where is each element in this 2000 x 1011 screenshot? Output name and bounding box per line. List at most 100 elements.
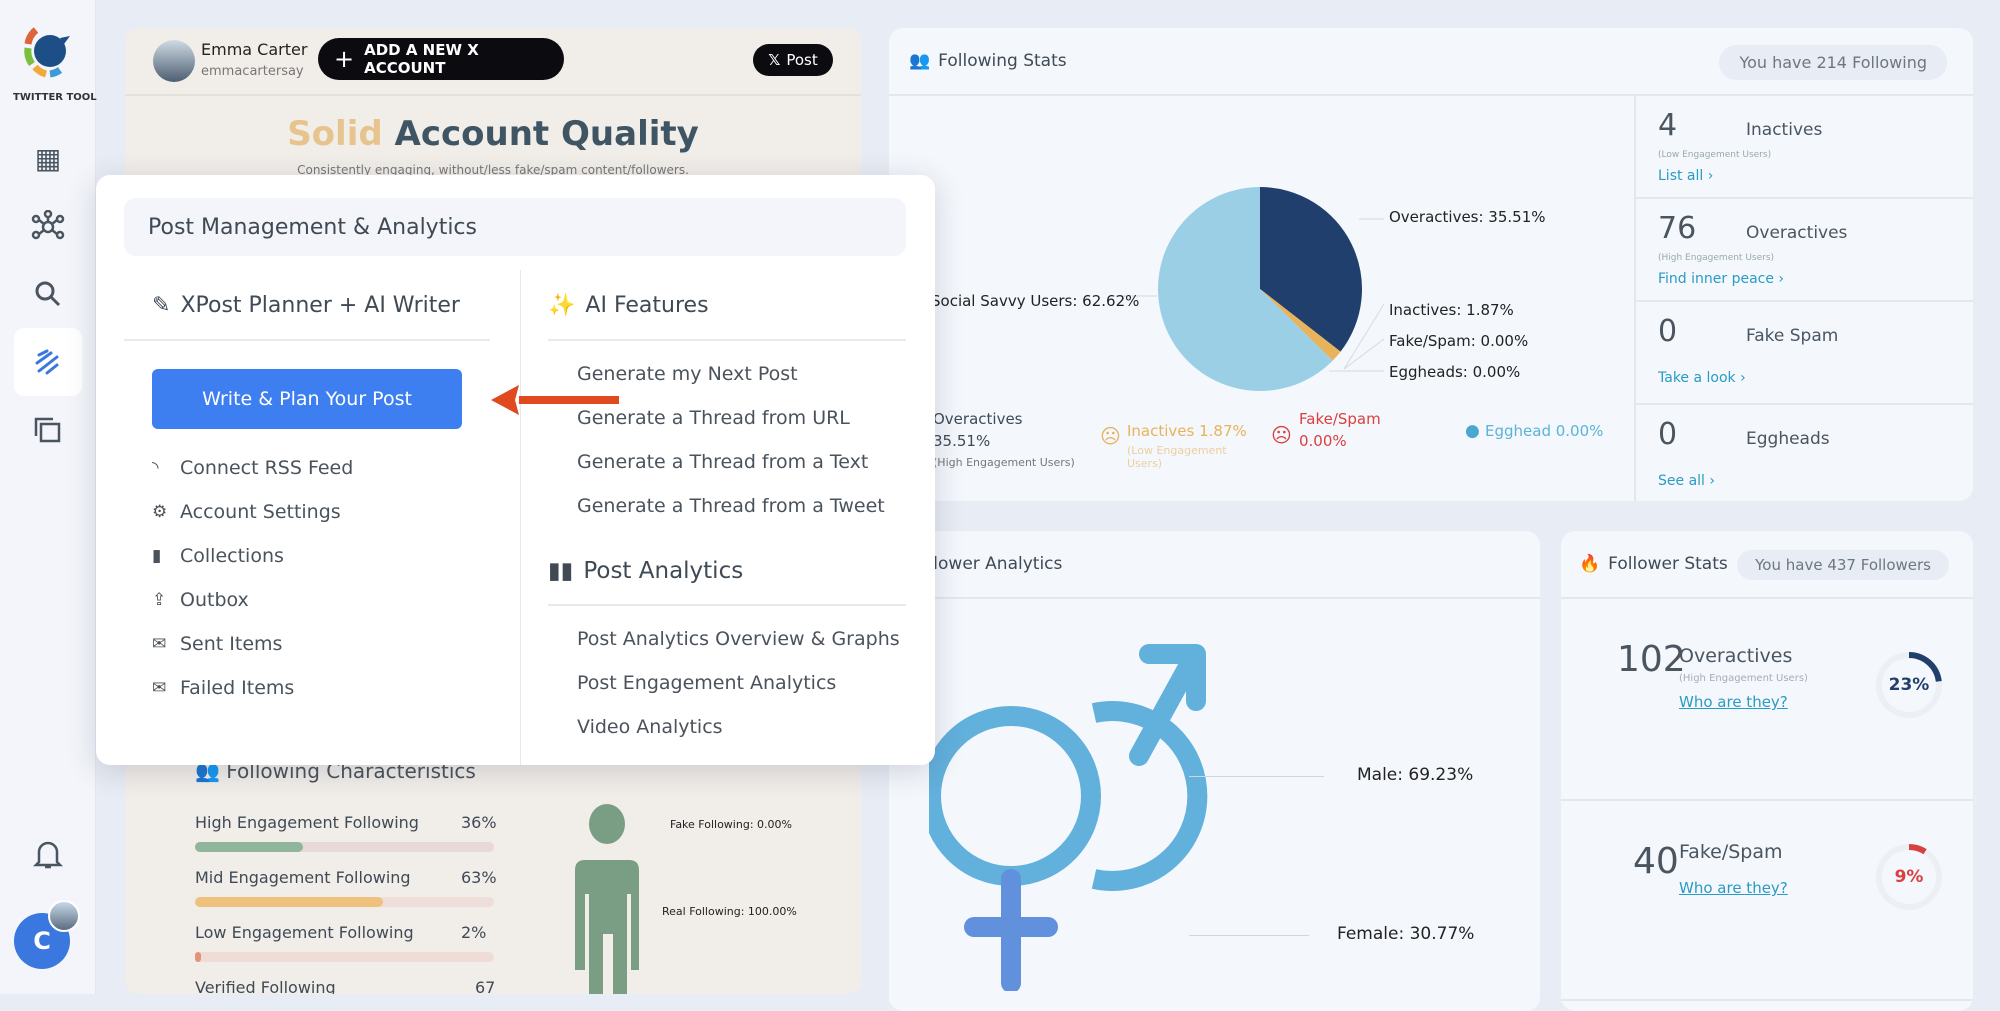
ai-feature-item[interactable]: Generate a Thread from URL <box>577 407 850 429</box>
bar-track <box>195 952 494 962</box>
following-stats-header: 👥 Following Stats <box>889 28 1973 96</box>
bar-fill-2 <box>195 952 201 962</box>
plus-icon: + <box>334 45 355 73</box>
pie-slice-social-savvy-users <box>1158 187 1333 391</box>
person-figure <box>575 804 639 994</box>
rss-icon: ◝ <box>152 458 159 478</box>
search-icon <box>35 281 61 307</box>
stat-label: Inactives <box>1746 120 1823 140</box>
quality-subtitle: Consistently engaging, without/less fake… <box>297 163 689 177</box>
menu-item-connect-rss-feed[interactable]: ◝ Connect RSS Feed <box>152 457 354 479</box>
outbox-icon: ⇪ <box>152 590 167 610</box>
stat-label: Fake Spam <box>1746 326 1839 346</box>
bell-icon <box>33 841 63 869</box>
male-label: Male: 69.23% <box>1357 765 1474 785</box>
low-engagement-label: Low Engagement Following <box>195 923 414 942</box>
stat-link[interactable]: Take a look › <box>1658 370 1746 386</box>
legend-overactives-sub: (High Engagement Users) <box>933 456 1075 469</box>
menu-item-failed-items[interactable]: ✉ Failed Items <box>152 677 295 699</box>
follower-analytics-header: Follower Analytics <box>889 531 1540 599</box>
ai-feature-item[interactable]: Generate a Thread from a Text <box>577 451 869 473</box>
post-analytics-item[interactable]: Post Engagement Analytics <box>577 672 837 694</box>
ai-feature-item[interactable]: Generate a Thread from a Tweet <box>577 495 885 517</box>
nav-collections[interactable] <box>14 396 82 464</box>
stat-count: 40 <box>1633 841 1679 882</box>
stat-sub: (High Engagement Users) <box>1658 253 1775 263</box>
x-post-label: Post <box>786 51 818 69</box>
people-icon: 👥 <box>909 51 931 71</box>
account-handle: emmacartersay <box>201 64 304 79</box>
pen-writer-icon <box>35 349 59 375</box>
following-stat-row: 0 Eggheads See all › <box>1636 405 1973 501</box>
menu-item-collections[interactable]: ▮ Collections <box>152 545 284 567</box>
menu-item-sent-items[interactable]: ✉ Sent Items <box>152 633 283 655</box>
drop-icon: ● <box>1465 421 1480 441</box>
verified-value: 67 <box>475 978 496 994</box>
post-analytics-item[interactable]: Post Analytics Overview & Graphs <box>577 628 900 650</box>
follower-stats-title: Follower Stats <box>1608 554 1728 574</box>
legend-overactives-title: Overactives <box>933 410 1023 428</box>
nav-search[interactable] <box>14 260 82 328</box>
stat-label: Overactives <box>1746 223 1848 243</box>
stat-label: Eggheads <box>1746 429 1830 449</box>
menu-title: Post Management & Analytics <box>124 198 906 256</box>
follower-stat-row: 40 Fake/Spam Who are they? 9% <box>1561 801 1973 1001</box>
pie-label-fake: Fake/Spam: 0.00% <box>1389 332 1529 350</box>
bar-fill-0 <box>195 842 303 852</box>
legend-egghead: Egghead 0.00% <box>1485 422 1604 440</box>
x-logo-icon: 𝕏 <box>768 51 781 69</box>
sent-icon: ✉ <box>152 634 167 654</box>
ring-percent: 23% <box>1888 675 1930 695</box>
failed-icon: ✉ <box>152 678 167 698</box>
post-management-menu: Post Management & Analytics ✎ XPost Plann… <box>96 175 935 765</box>
app-name: TWITTER TOOL <box>13 92 97 103</box>
following-stats-title: Following Stats <box>938 51 1067 71</box>
menu-item-outbox[interactable]: ⇪ Outbox <box>152 589 249 611</box>
stat-link[interactable]: See all › <box>1658 473 1715 489</box>
post-analytics-heading: ▮▮ Post Analytics <box>548 558 744 584</box>
menu-item-account-settings[interactable]: ⚙ Account Settings <box>152 501 341 523</box>
low-engagement-value: 2% <box>461 923 487 942</box>
following-stat-row: 4 Inactives (Low Engagement Users) List … <box>1636 96 1973 199</box>
who-are-they-link[interactable]: Who are they? <box>1679 879 1788 897</box>
post-analytics-item[interactable]: Video Analytics <box>577 716 723 738</box>
female-label: Female: 30.77% <box>1337 924 1475 944</box>
stat-link[interactable]: Find inner peace › <box>1658 271 1785 287</box>
following-stat-row: 0 Fake Spam Take a look › <box>1636 302 1973 405</box>
pie-label-savvy: Social Savvy Users: 62.62% <box>931 292 1140 310</box>
stat-sub: (High Engagement Users) <box>1679 673 1808 684</box>
gender-symbol-icon <box>929 644 1208 991</box>
nav-dashboard[interactable]: ▦ <box>14 124 82 192</box>
ai-feature-item[interactable]: Generate my Next Post <box>577 363 798 385</box>
write-plan-post-button[interactable]: Write & Plan Your Post <box>152 369 462 429</box>
pie-label-overactives: Overactives: 35.51% <box>1389 208 1546 226</box>
magic-wand-icon: ✨ <box>548 293 576 318</box>
quality-word: Solid <box>287 114 383 154</box>
account-name: Emma Carter <box>201 40 308 59</box>
bar-track <box>195 842 494 852</box>
followers-count-pill: You have 437 Followers <box>1737 550 1949 580</box>
x-post-button[interactable]: 𝕏 Post <box>753 44 833 76</box>
legend-fake-title: Fake/Spam <box>1299 410 1381 428</box>
who-are-they-link[interactable]: Who are they? <box>1679 693 1788 711</box>
planner-heading: ✎ XPost Planner + AI Writer <box>152 293 460 318</box>
percent-ring <box>1876 652 1942 718</box>
follower-analytics-title: Follower Analytics <box>909 554 1063 574</box>
pie-leader-line <box>1343 338 1385 370</box>
sidebar: TWITTER TOOL ▦ C <box>0 0 97 994</box>
add-account-button[interactable]: + ADD A NEW X ACCOUNT <box>318 38 564 80</box>
follower-stats-header: 🔥 Follower Stats <box>1561 531 1973 599</box>
ring-percent: 9% <box>1894 867 1924 887</box>
app-logo <box>24 27 70 78</box>
bookmark-icon: ▮ <box>152 546 162 566</box>
notifications-button[interactable] <box>14 820 82 888</box>
account-avatar <box>48 900 80 932</box>
stat-label: Fake/Spam <box>1679 841 1783 863</box>
bar-chart-icon: ▮▮ <box>548 558 574 584</box>
nav-post-planner[interactable] <box>14 328 82 396</box>
pie-slice-inactives <box>1260 289 1341 361</box>
dashboard-icon: ▦ <box>34 141 62 175</box>
stat-link[interactable]: List all › <box>1658 168 1714 184</box>
following-pie-chart <box>1114 187 1385 391</box>
nav-network[interactable] <box>14 193 82 261</box>
